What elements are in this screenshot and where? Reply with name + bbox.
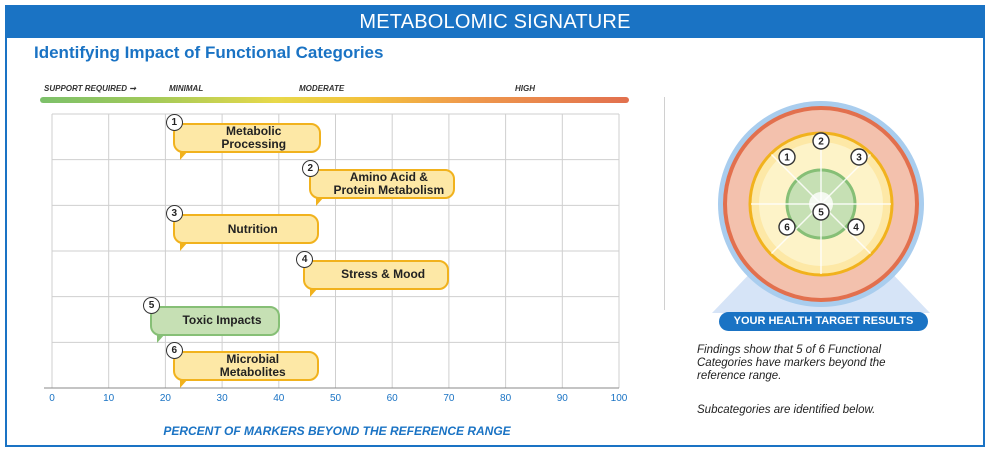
x-tick-label: 0 <box>49 393 55 404</box>
category-label: Metabolic Processing <box>207 123 287 151</box>
target-marker <box>778 148 796 166</box>
level-support-required: SUPPORT REQUIRED ➞ <box>44 84 136 93</box>
x-tick-label: 30 <box>216 393 228 404</box>
category-label: Toxic Impacts <box>168 314 261 327</box>
impact-level-gradient-bar <box>40 97 629 103</box>
target-marker-number: 1 <box>784 153 790 164</box>
target-marker-number: 3 <box>856 153 862 164</box>
category-label-line: Processing <box>221 136 287 151</box>
category-bar: Stress & Mood <box>303 259 450 290</box>
bar-pointer <box>157 333 166 343</box>
category-bar: Amino Acid & Protein Metabolism <box>308 168 455 199</box>
health-target-results-badge: YOUR HEALTH TARGET RESULTS <box>719 312 928 331</box>
x-tick-label: 60 <box>386 393 398 404</box>
findings-text: Findings show that 5 of 6 Functional Cat… <box>697 344 886 382</box>
target-marker-number: 2 <box>818 137 824 148</box>
category-label: Stress & Mood <box>327 268 425 281</box>
category-label-line: Protein Metabolism <box>333 182 445 197</box>
target-marker <box>847 218 865 236</box>
category-label-line: Stress & Mood <box>341 267 426 282</box>
category-number-badge: 1 <box>165 113 183 131</box>
target-marker-number: 5 <box>818 208 824 219</box>
x-tick-label: 40 <box>273 393 285 404</box>
category-bar: Microbial Metabolites <box>172 351 319 382</box>
target-marker <box>812 203 830 221</box>
category-label: Nutrition <box>214 221 278 236</box>
category-bar: Metabolic Processing <box>172 122 321 153</box>
x-tick-label: 10 <box>103 393 115 404</box>
page-title: METABOLOMIC SIGNATURE <box>7 7 983 38</box>
category-number-badge: 4 <box>296 250 314 268</box>
level-high: HIGH <box>515 84 535 93</box>
target-marker <box>778 218 796 236</box>
target-marker <box>812 132 830 150</box>
category-bar: Toxic Impacts <box>150 305 281 336</box>
bar-pointer <box>179 150 188 160</box>
category-number-badge: 6 <box>165 342 183 360</box>
bar-pointer <box>310 287 319 297</box>
bar-pointer <box>179 242 188 252</box>
x-tick-label: 50 <box>329 393 342 404</box>
category-label-line: Microbial <box>226 352 280 367</box>
x-axis-label: PERCENT OF MARKERS BEYOND THE REFERENCE … <box>163 424 511 438</box>
category-label: Amino Acid & Protein Metabolism <box>319 169 445 197</box>
bar-pointer <box>315 196 324 206</box>
category-number-badge: 3 <box>165 205 183 223</box>
category-label-line: Amino Acid & <box>349 169 428 184</box>
category-number-badge: 2 <box>301 159 319 177</box>
chart-subtitle: Identifying Impact of Functional Categor… <box>34 43 384 62</box>
target-marker-number: 6 <box>784 223 790 234</box>
x-tick-label: 20 <box>159 393 171 404</box>
subcategories-note: Subcategories are identified below. <box>697 404 876 416</box>
bar-pointer <box>179 379 188 389</box>
level-minimal: MINIMAL <box>169 84 204 93</box>
level-moderate: MODERATE <box>299 84 345 93</box>
x-tick-label: 90 <box>556 393 568 404</box>
category-label: Microbial Metabolites <box>206 353 286 379</box>
target-marker-number: 4 <box>853 223 859 234</box>
x-tick-label: 100 <box>610 393 628 404</box>
category-label-line: Metabolites <box>219 365 286 380</box>
panel-divider <box>664 97 665 310</box>
x-tick-label: 70 <box>443 393 455 404</box>
target-marker <box>850 148 868 166</box>
category-bar: Nutrition <box>172 214 319 245</box>
category-label-line: Nutrition <box>227 221 278 236</box>
category-number-badge: 5 <box>143 296 161 314</box>
category-label-line: Toxic Impacts <box>182 313 262 327</box>
x-tick-label: 80 <box>500 393 512 404</box>
category-label-line: Metabolic <box>226 123 282 138</box>
